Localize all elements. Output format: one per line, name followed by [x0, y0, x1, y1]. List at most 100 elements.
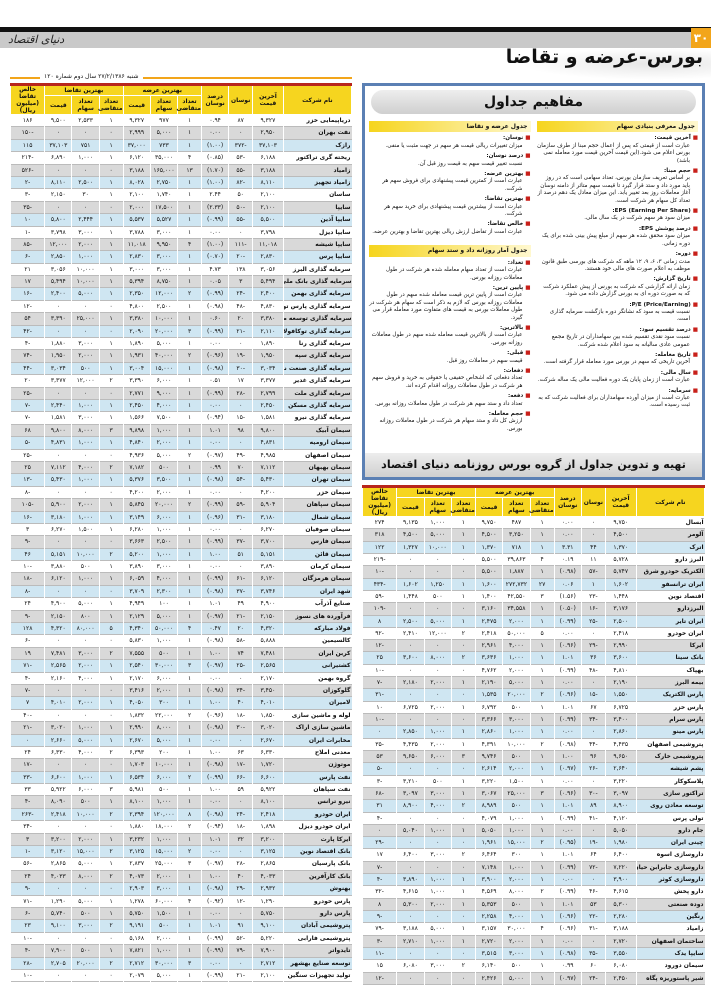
demand-price: ۵,۹۲۲: [44, 783, 72, 796]
demand-shares: ۷۵۱: [71, 139, 100, 152]
last-price: ۲,۹۵۰: [252, 126, 284, 140]
demand-price: ۸,۰۹۰: [44, 795, 72, 809]
concept-term: EPS (Earning Per Share):: [537, 208, 699, 215]
last-price: ۸,۹۰۰: [604, 799, 637, 812]
supply-shares: ۹,۰۰۰: [149, 387, 178, 400]
last-price: ۶,۳۳۰: [252, 746, 284, 759]
table-row: صنایع آذرآب ۴,۹۰۰ ۴۹ ۱.۰۱ ۱ ۱۰۰ ۴,۹۴۹ ۱ ۵,۰۰۰ ۴,۹…: [9, 597, 352, 611]
demand-shares: ۰: [71, 164, 100, 177]
net-demand: -۲۱: [9, 721, 45, 735]
supply-price: ۷,۱۸۲: [122, 461, 151, 474]
supply-shares: ۶,۰۰۰: [149, 511, 178, 524]
company-name: سرمایه گذاری توسعه ملی: [282, 312, 352, 326]
supply-count: ۱: [529, 676, 555, 689]
change: -۷۲: [580, 861, 606, 874]
supply-shares: ۱,۷۴۰: [149, 188, 178, 202]
company-name: سیمان هرمزگان: [282, 572, 352, 586]
last-price: ۱,۸۹۸: [252, 820, 284, 834]
change: ۱۷: [228, 374, 253, 388]
demand-shares: ۰: [423, 553, 452, 566]
net-demand: -۷: [9, 684, 45, 697]
company-name: سرمایه گذاری نیرو: [282, 411, 352, 425]
supply-count: ۴: [529, 553, 555, 566]
net-demand: ۳۱۸: [361, 528, 397, 542]
concept-definition: آخرین تاریخی که سهم در بورس مورد معامله …: [543, 359, 690, 366]
company-name: بانک اقتصاد نوین: [282, 845, 352, 858]
concept-definition: تعداد داد و ستد سهم هر شرکت در طول معامل…: [374, 400, 523, 407]
supply-count: ۱: [177, 944, 202, 958]
demand-shares: ۸,۰۰۰: [71, 870, 100, 883]
supply-price: ۶,۰۵۹: [122, 572, 151, 586]
change-percent: (۰.۹۹): [553, 713, 582, 726]
supply-count: ۱: [529, 639, 555, 652]
demand-shares: ۸۰,۰۰۰: [71, 622, 100, 635]
supply-price: ۵,۲۰۰: [122, 548, 151, 561]
supply-price: ۳,۷۸۸: [122, 226, 151, 239]
concept-definition: عبارت است از میزان آورده سهامداران برای …: [538, 395, 690, 409]
last-price: ۲,۱۷۰: [252, 672, 284, 685]
demand-count: ۱: [98, 238, 124, 251]
last-price: ۹,۱۰۰: [252, 919, 284, 933]
demand-shares: ۱۰,۰۰۰: [71, 263, 100, 276]
header-best-demand: بهترین تقاضا: [396, 484, 476, 499]
demand-shares: ۱,۰۰۰: [71, 721, 100, 735]
change-percent: (۰.۹۹): [200, 535, 229, 549]
supply-count: ۱: [177, 213, 202, 227]
supply-shares: ۹,۹۵۰: [149, 238, 178, 251]
demand-shares: ۱,۰۰۰: [423, 885, 452, 899]
change-percent: ۰.۰۵: [200, 275, 229, 288]
change-percent: (۰.۹۷): [200, 610, 229, 623]
company-name: جام دارو: [635, 824, 705, 837]
last-price: ۴,۲۰۰: [252, 486, 284, 499]
change: ۷۰: [228, 461, 253, 474]
change-percent: (۰.۹۸): [553, 565, 582, 579]
change-percent: (۰.۹۴): [200, 820, 229, 834]
change: -۱۹: [228, 349, 253, 363]
company-name: نیرو ترانس: [282, 795, 352, 809]
supply-price: ۲,۶۷۰: [122, 734, 151, 747]
company-name: پتروشیمی اصفهان: [635, 738, 705, 751]
demand-shares: ۱,۰۰۰: [423, 824, 452, 837]
supply-count: ۱: [529, 664, 555, 677]
supply-price: ۲,۴۷۵: [474, 615, 503, 628]
net-demand: -۳: [9, 188, 45, 202]
table-row: سرمایه گذاری بانک ملی ۵,۴۹۴ ۳ ۰.۰۵ ۱ ۸,۷۵۰ ۵,۳…: [9, 275, 352, 288]
net-demand: ۲۵: [9, 461, 45, 474]
net-demand: -۲۱۴: [9, 151, 45, 165]
change: -۴۶: [580, 885, 606, 899]
company-name: بانک پارسیان: [282, 857, 352, 871]
supply-price: ۹,۸۹۸: [122, 424, 151, 437]
change: -۷۹: [228, 944, 253, 958]
supply-count: ۳: [177, 957, 202, 970]
demand-count: ۰: [98, 486, 124, 499]
change: ۷۴: [228, 647, 253, 660]
demand-shares: ۸,۰۰۰: [71, 424, 100, 437]
company-name: بانک سینا: [635, 651, 705, 665]
change: ۰: [580, 873, 606, 886]
net-demand: -۹: [9, 882, 45, 896]
demand-shares: ۰: [423, 762, 452, 776]
demand-shares: ۰: [71, 126, 100, 140]
company-name: پارس مینو: [635, 725, 705, 739]
supply-shares: ۵,۵۲۷: [149, 213, 178, 227]
supply-count: ۱: [177, 585, 202, 598]
supply-price: ۳,۳۹۰: [122, 374, 151, 388]
concept-term: قبلی:: [369, 350, 531, 357]
net-demand: -۵: [361, 762, 397, 776]
supply-price: ۶,۷۹۲: [474, 701, 503, 714]
demand-price: ۰: [44, 164, 72, 177]
demand-shares: ۰: [71, 820, 100, 834]
demand-shares: ۱,۰۰۰: [71, 473, 100, 487]
table-row: سایپا شیشه ۱۱,۰۱۸ -۱۱۱ (۱.۰۰) ۴ ۹,۹۵۰ ۱۱,۰۱۸ ۱ ۲…: [9, 238, 352, 251]
table-row: آلومر ۴,۵۰۰ ۰ ۰.۰۰ ۱ ۳,۲۵۰ ۴,۵۰۰ ۱ ۵,۰۰۰ ۴,۵۰۰ ۳۱۸: [361, 528, 705, 542]
last-price: ۹,۸۰۰: [252, 424, 284, 437]
supply-shares: ۳,۵۰۰: [149, 473, 178, 487]
concept-term: حجم معامله:: [369, 411, 531, 418]
supply-count: ۱: [177, 919, 202, 933]
demand-price: ۰: [44, 126, 72, 140]
demand-count: ۰: [450, 836, 476, 849]
concept-term: بهترین تقاضا:: [369, 196, 531, 203]
demand-shares: ۱,۲۵۰: [423, 578, 452, 591]
supply-count: ۱: [529, 910, 555, 923]
change-percent: ۲.۴۴: [200, 188, 229, 202]
